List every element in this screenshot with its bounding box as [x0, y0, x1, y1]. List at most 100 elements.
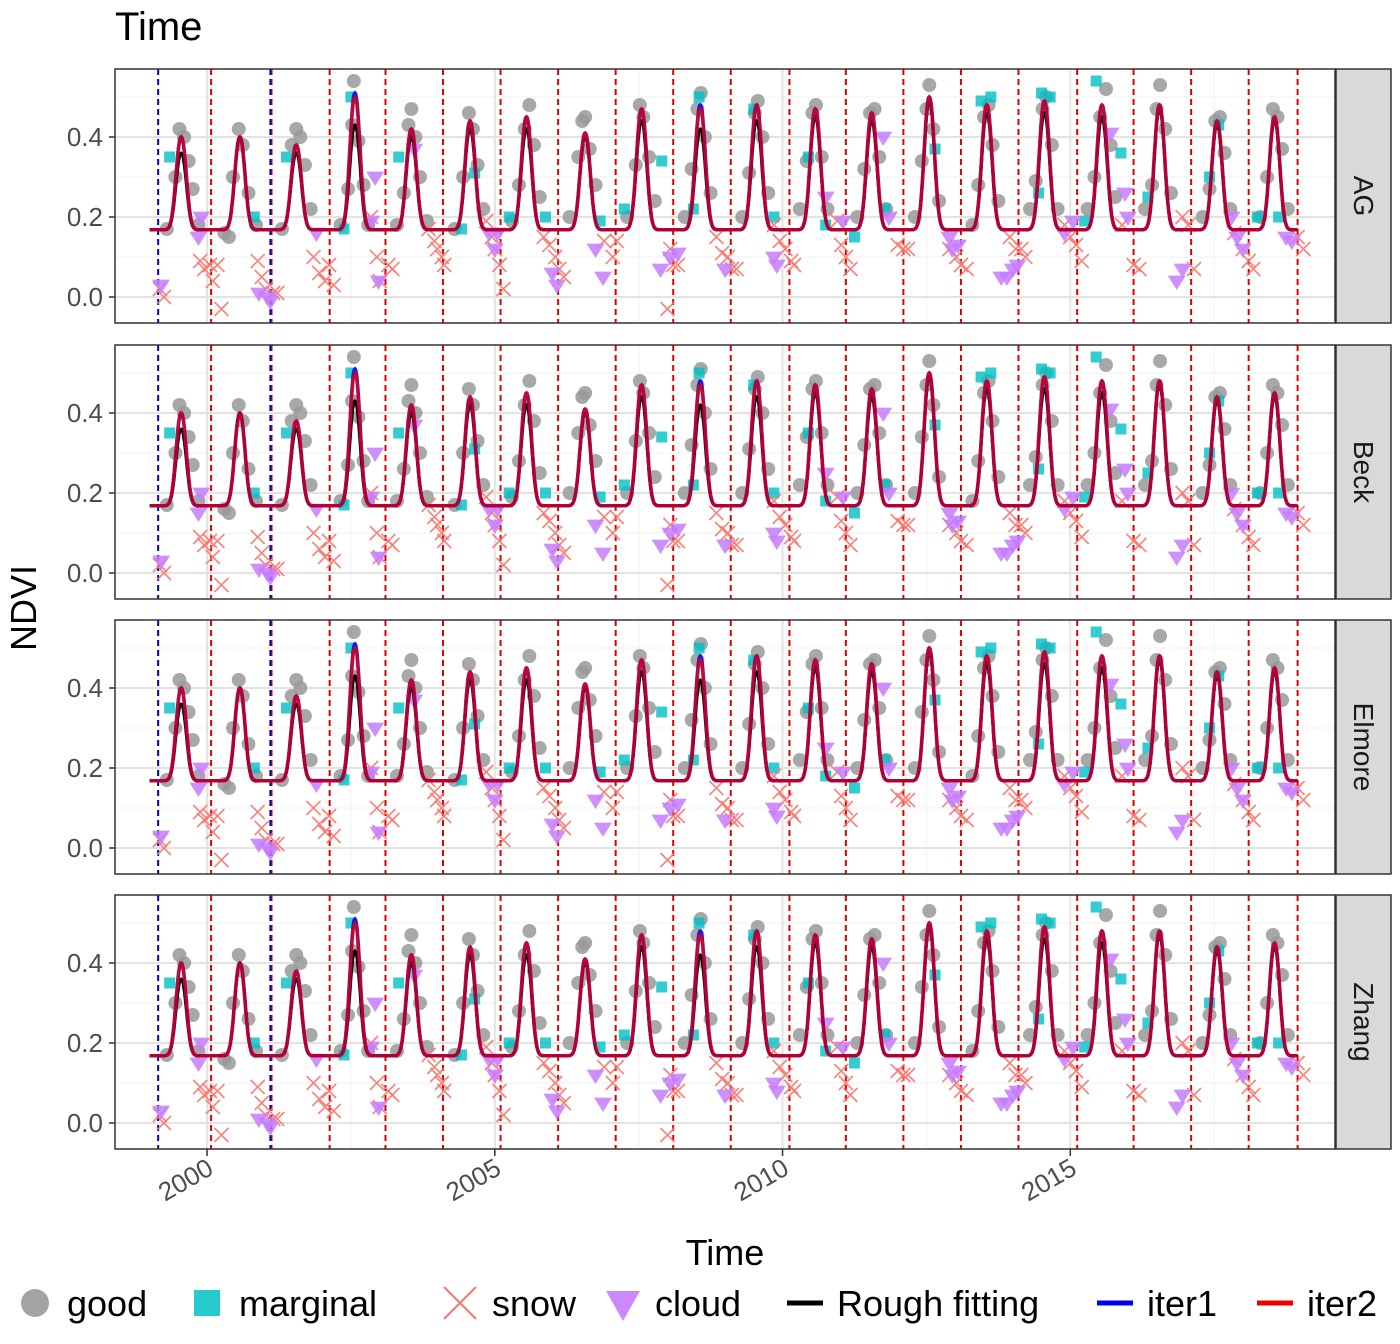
y-tick-label: 0.4: [67, 673, 103, 703]
point-marginal: [975, 646, 987, 658]
point-marginal: [1036, 87, 1048, 99]
point-cloud: [668, 247, 687, 262]
point-snow: [786, 808, 802, 824]
point-snow: [1008, 792, 1024, 808]
point-cloud: [651, 539, 670, 554]
point-cloud: [189, 231, 208, 246]
point-marginal: [345, 91, 357, 103]
point-cloud: [940, 231, 959, 246]
point-good: [404, 928, 419, 942]
point-marginal: [618, 479, 630, 491]
point-marginal: [1036, 363, 1048, 375]
point-snow: [1174, 1035, 1191, 1051]
point-snow: [491, 257, 507, 273]
point-marginal: [848, 507, 860, 519]
point-snow: [838, 800, 854, 816]
point-snow: [326, 1103, 342, 1119]
point-good: [808, 98, 823, 112]
point-snow: [1174, 485, 1191, 501]
point-marginal: [656, 431, 668, 443]
point-snow: [833, 237, 849, 253]
point-snow: [305, 249, 322, 265]
point-cloud: [716, 1089, 734, 1104]
point-marginal: [455, 1049, 467, 1061]
point-marginal: [975, 95, 987, 107]
point-cloud: [152, 830, 171, 845]
point-cloud: [1233, 519, 1252, 534]
point-marginal: [539, 211, 551, 223]
point-cloud: [949, 239, 968, 254]
point-snow: [720, 249, 736, 265]
point-good: [293, 130, 308, 144]
point-cloud: [1167, 551, 1186, 566]
point-snow: [895, 241, 911, 257]
point-marginal: [248, 1037, 260, 1049]
point-good: [522, 924, 537, 938]
panel-background: [115, 345, 1335, 599]
point-snow: [1068, 788, 1084, 804]
point-snow: [1245, 537, 1261, 553]
point-marginal: [1044, 367, 1056, 379]
point-snow: [429, 792, 445, 808]
point-snow: [536, 1055, 552, 1071]
point-snow: [842, 1087, 859, 1103]
facet-strip: [1335, 68, 1392, 324]
point-snow: [495, 832, 512, 848]
point-snow: [1002, 780, 1018, 796]
point-cloud: [651, 814, 670, 829]
point-marginal: [594, 766, 606, 778]
facet-strip-label: Zhang: [1348, 982, 1379, 1061]
point-snow: [495, 1107, 512, 1123]
point-cloud: [485, 519, 504, 534]
point-cloud: [833, 766, 852, 781]
point-good: [808, 649, 823, 663]
point-marginal: [1142, 1017, 1154, 1029]
point-snow: [541, 237, 558, 253]
point-snow: [959, 1087, 975, 1103]
point-snow: [609, 784, 625, 800]
point-cloud: [1282, 511, 1301, 526]
point-snow: [772, 784, 788, 800]
point-marginal: [455, 774, 467, 786]
facet-strip-label: AG: [1348, 176, 1379, 216]
point-good: [792, 1028, 807, 1042]
point-snow: [1013, 1067, 1029, 1083]
point-good: [231, 122, 246, 136]
point-marginal: [985, 917, 997, 929]
y-tick-label: 0.0: [67, 282, 103, 312]
point-snow: [429, 241, 445, 257]
point-cloud: [594, 547, 612, 562]
point-cloud: [369, 275, 388, 290]
point-cloud: [1228, 1057, 1247, 1072]
point-cloud: [249, 838, 268, 853]
point-cloud: [547, 830, 566, 845]
point-snow: [1241, 1079, 1257, 1095]
point-snow: [209, 257, 225, 273]
point-marginal: [802, 427, 814, 439]
point-snow: [311, 816, 327, 832]
point-good: [404, 653, 419, 667]
point-snow: [250, 1079, 266, 1095]
point-cloud: [1064, 491, 1083, 506]
point-snow: [659, 301, 676, 317]
point-good: [922, 629, 937, 643]
point-snow: [326, 277, 342, 293]
point-snow: [1131, 261, 1147, 277]
point-marginal: [687, 1029, 699, 1041]
point-snow: [900, 517, 916, 533]
point-snow: [369, 525, 385, 541]
point-good: [578, 110, 593, 124]
point-marginal: [1142, 467, 1154, 479]
point-snow: [369, 800, 385, 816]
point-marginal: [1251, 1037, 1263, 1049]
x-tick-label: 2015: [1016, 1152, 1081, 1207]
point-cloud: [594, 271, 612, 286]
panel-background: [115, 69, 1335, 323]
y-axis-label: NDVI: [3, 565, 44, 651]
point-cloud: [880, 762, 899, 777]
point-snow: [436, 1083, 452, 1099]
legend-item-cloud: cloud: [606, 1283, 741, 1324]
point-good: [293, 406, 308, 420]
point-snow: [311, 265, 327, 281]
point-good: [404, 378, 419, 392]
